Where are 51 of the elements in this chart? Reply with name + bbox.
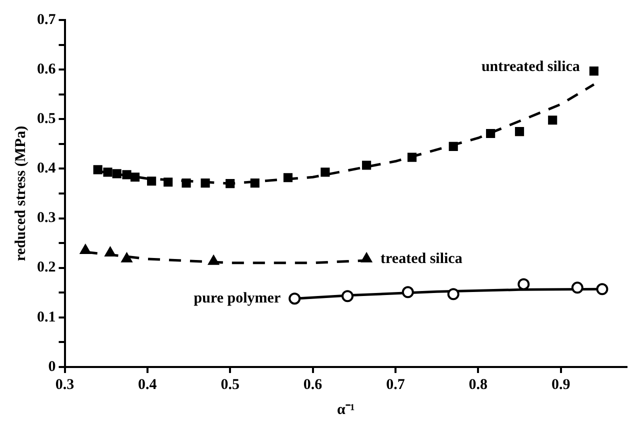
point — [122, 170, 132, 180]
x-tick-label: 0.4 — [138, 376, 158, 393]
point — [121, 252, 132, 262]
y-tick-label: 0.4 — [37, 160, 56, 177]
point — [407, 152, 417, 162]
point — [320, 168, 330, 177]
y-tick-label: 0.7 — [37, 12, 56, 28]
point — [596, 283, 608, 296]
point — [486, 128, 496, 138]
point — [571, 282, 584, 294]
y-tick-label: 0.1 — [37, 309, 56, 326]
x-tick-label: 0.6 — [303, 376, 323, 393]
x-tick-label: 0.7 — [386, 376, 406, 393]
y-tick-label: 0.5 — [37, 111, 56, 128]
point — [447, 288, 460, 300]
y-axis-title: reduced stress (MPa) — [12, 126, 29, 262]
point — [112, 169, 122, 178]
point — [104, 246, 116, 256]
point — [200, 178, 210, 188]
point — [147, 176, 156, 186]
series-label: treated silica — [380, 250, 463, 267]
point — [288, 292, 301, 305]
x-tick-label: 0.3 — [55, 376, 74, 393]
point — [226, 179, 235, 188]
y-tick-label: 0.3 — [37, 210, 56, 226]
point — [80, 244, 91, 254]
point — [93, 165, 102, 174]
point — [182, 178, 191, 188]
point — [361, 252, 372, 262]
y-tick-label: 0.2 — [37, 260, 56, 276]
point — [514, 127, 524, 136]
x-tick-label: 0.8 — [468, 376, 488, 393]
x-tick-label: 0.5 — [220, 376, 240, 393]
point — [448, 142, 458, 151]
point — [130, 172, 140, 182]
point — [103, 168, 112, 177]
point — [342, 290, 354, 302]
point — [164, 178, 173, 187]
point — [283, 173, 293, 182]
point — [250, 178, 260, 188]
point — [208, 255, 219, 265]
point — [362, 160, 372, 170]
series-label: pure polymer — [194, 290, 281, 306]
point — [402, 286, 414, 298]
point — [548, 116, 558, 125]
y-tick-label: 0 — [48, 358, 56, 375]
point — [589, 66, 598, 76]
series-label: untreated silica — [481, 58, 580, 75]
x-tick-label: 0.9 — [551, 376, 570, 393]
x-axis-title: α⁻¹ — [336, 402, 355, 418]
y-tick-label: 0.6 — [37, 61, 56, 78]
